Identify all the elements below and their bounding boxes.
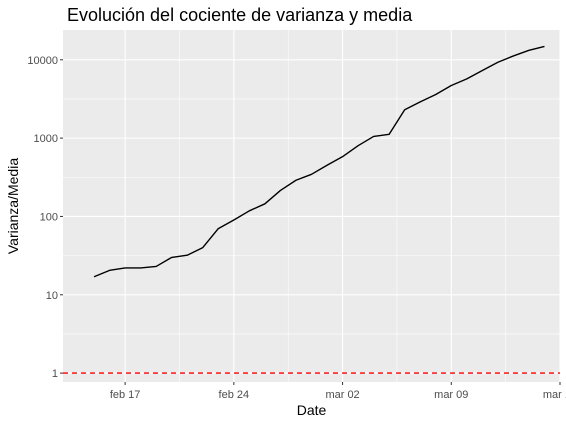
y-axis-title: Varianza/Media xyxy=(5,158,21,254)
y-axis: 1 10 100 1000 10000 xyxy=(27,55,63,380)
series-line xyxy=(93,45,545,278)
x-tick-label: mar 02 xyxy=(325,389,359,401)
plot-panel xyxy=(63,30,560,382)
x-tick-label: feb 17 xyxy=(110,389,141,401)
chart-title: Evolución del cociente de varianza y med… xyxy=(67,5,413,25)
y-tick-label: 10 xyxy=(46,290,58,302)
x-tick-label: mar 16 xyxy=(543,389,566,401)
major-gridlines xyxy=(63,30,561,382)
x-tick-label: mar 09 xyxy=(434,389,468,401)
y-tick-label: 10000 xyxy=(27,55,58,67)
series-layer xyxy=(93,45,545,278)
x-axis: feb 17 feb 24 mar 02 mar 09 mar 16 xyxy=(110,382,566,401)
minor-gridlines xyxy=(63,30,560,382)
y-tick-label: 1 xyxy=(52,368,58,380)
x-tick-label: feb 24 xyxy=(219,389,250,401)
y-tick-label: 100 xyxy=(40,211,58,223)
x-axis-title: Date xyxy=(297,402,327,418)
y-tick-label: 1000 xyxy=(34,133,58,145)
